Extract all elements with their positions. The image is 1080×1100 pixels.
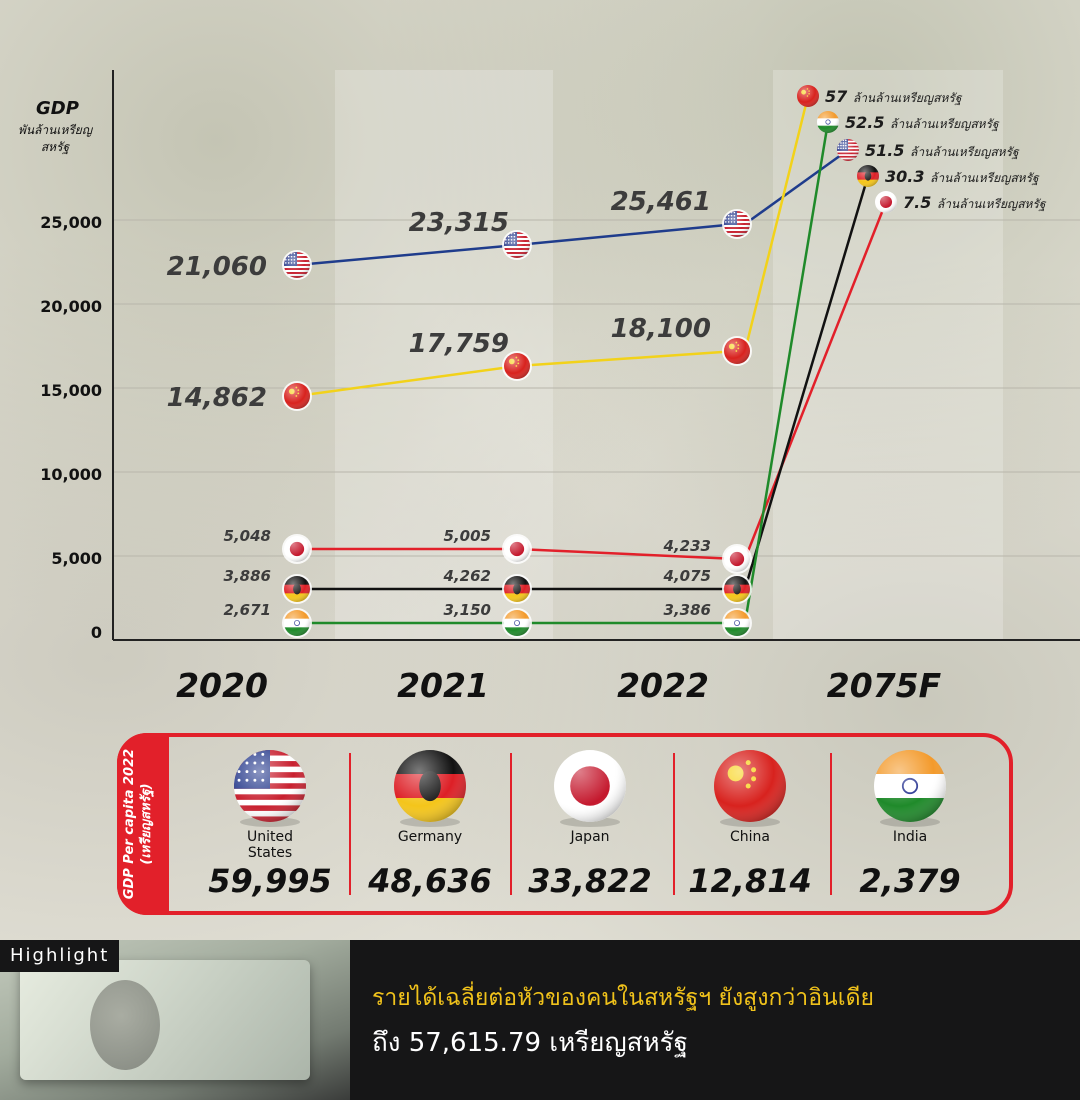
germany-flag-icon: [502, 574, 532, 604]
data-label-germany: 4,262: [443, 567, 491, 585]
highlight-line-1: รายได้เฉลี่ยต่อหัวของคนในสหรัฐฯ ยังสูงกว…: [372, 985, 875, 1011]
japan-flag-icon: [722, 544, 752, 574]
forecast-line-india: [743, 121, 830, 624]
panel-divider: [673, 753, 675, 895]
panel-divider: [349, 753, 351, 895]
y-tick-label: 5,000: [51, 549, 102, 568]
x-tick-label: 2021: [397, 666, 489, 705]
column-band-2075f: [773, 70, 1003, 640]
forecast-label-china: 57 ล้านล้านเหรียญสหรัฐ: [825, 87, 963, 106]
japan-flag-icon: [502, 534, 532, 564]
x-tick-label: 2022: [617, 666, 709, 705]
banknote-background: [0, 0, 1080, 940]
banknote-image: [20, 960, 310, 1080]
per-capita-value-japan: 33,822: [528, 862, 652, 900]
india-flag-icon: [817, 111, 839, 133]
japan-flag-icon: [875, 191, 897, 213]
per-capita-name-japan: Japan: [570, 829, 610, 845]
india-flag-icon: [282, 608, 312, 638]
per-capita-value-us: 59,995: [208, 862, 332, 900]
germany-flag-icon: [857, 165, 879, 187]
per-capita-value-india: 2,379: [859, 862, 961, 900]
us-flag-icon: [722, 209, 752, 239]
india-flag-icon: [502, 608, 532, 638]
per-capita-value-germany: 48,636: [368, 862, 492, 900]
data-label-united-states: 25,461: [611, 187, 711, 217]
data-label-japan: 5,005: [444, 527, 491, 545]
y-tick-label: 20,000: [40, 297, 102, 316]
data-label-china: 18,100: [611, 314, 711, 344]
per-capita-panel-title: GDP Per capita 2022 (เหรียญสหรัฐ): [121, 739, 165, 909]
data-label-united-states: 23,315: [409, 208, 509, 238]
data-label-india: 3,150: [444, 601, 491, 619]
germany-flag-icon: [282, 574, 312, 604]
y-axis-title: GDP: [36, 98, 79, 119]
forecast-line-germany: [743, 175, 870, 590]
y-tick-label: 0: [91, 623, 102, 642]
y-axis-unit: พันล้านเหรียญสหรัฐ: [17, 123, 93, 154]
data-label-germany: 3,886: [224, 567, 271, 585]
germany-flag-icon: [722, 574, 752, 604]
data-label-united-states: 21,060: [167, 252, 267, 282]
per-capita-name-germany: Germany: [397, 829, 463, 845]
per-capita-name-china: China: [730, 829, 770, 845]
forecast-label-india: 52.5 ล้านล้านเหรียญสหรัฐ: [845, 113, 1000, 132]
data-label-germany: 4,075: [663, 567, 711, 585]
china-flag-icon: [502, 351, 532, 381]
data-label-china: 14,862: [167, 383, 267, 413]
data-label-china: 17,759: [409, 329, 509, 359]
us-flag-icon: [502, 230, 532, 260]
highlight-tag: Highlight: [0, 940, 120, 972]
forecast-line-japan: [743, 201, 888, 560]
x-tick-label: 2075F: [827, 666, 942, 705]
panel-divider: [830, 753, 832, 895]
forecast-line-united-states: [744, 148, 849, 226]
per-capita-name-us: United States: [247, 829, 293, 861]
data-label-japan: 4,233: [663, 537, 711, 555]
panel-divider: [510, 753, 512, 895]
per-capita-value-china: 12,814: [688, 862, 812, 900]
per-capita-title: GDP Per capita 2022: [122, 748, 137, 900]
gdp-line-chart: 25,000 20,000 15,000 10,000 5,000 0 2020 2021 20…: [40, 70, 1080, 705]
data-label-india: 3,386: [664, 601, 711, 619]
us-flag-icon: [837, 139, 859, 161]
x-tick-label: 2020: [176, 666, 268, 705]
china-flag-icon: [282, 381, 312, 411]
india-flag-icon: [722, 608, 752, 638]
y-tick-label: 10,000: [40, 465, 102, 484]
y-tick-label: 25,000: [40, 213, 102, 232]
per-capita-unit: (เหรียญสหรัฐ): [139, 783, 154, 865]
per-capita-name-india: India: [892, 829, 928, 845]
y-tick-label: 15,000: [40, 381, 102, 400]
portrait-image: [90, 980, 160, 1070]
forecast-label-germany: 30.3 ล้านล้านเหรียญสหรัฐ: [885, 167, 1040, 186]
forecast-label-united-states: 51.5 ล้านล้านเหรียญสหรัฐ: [865, 141, 1020, 160]
japan-flag-icon: [282, 534, 312, 564]
forecast-line-china: [743, 95, 810, 352]
data-label-japan: 5,048: [224, 527, 271, 545]
china-flag-icon: [797, 85, 819, 107]
china-flag-icon: [722, 336, 752, 366]
forecast-label-japan: 7.5 ล้านล้านเหรียญสหรัฐ: [903, 193, 1047, 212]
data-label-india: 2,671: [224, 601, 271, 619]
us-flag-icon: [282, 250, 312, 280]
highlight-line-2: ถึง 57,615.79 เหรียญสหรัฐ: [372, 1028, 688, 1058]
per-capita-panel-tab: [117, 733, 169, 915]
